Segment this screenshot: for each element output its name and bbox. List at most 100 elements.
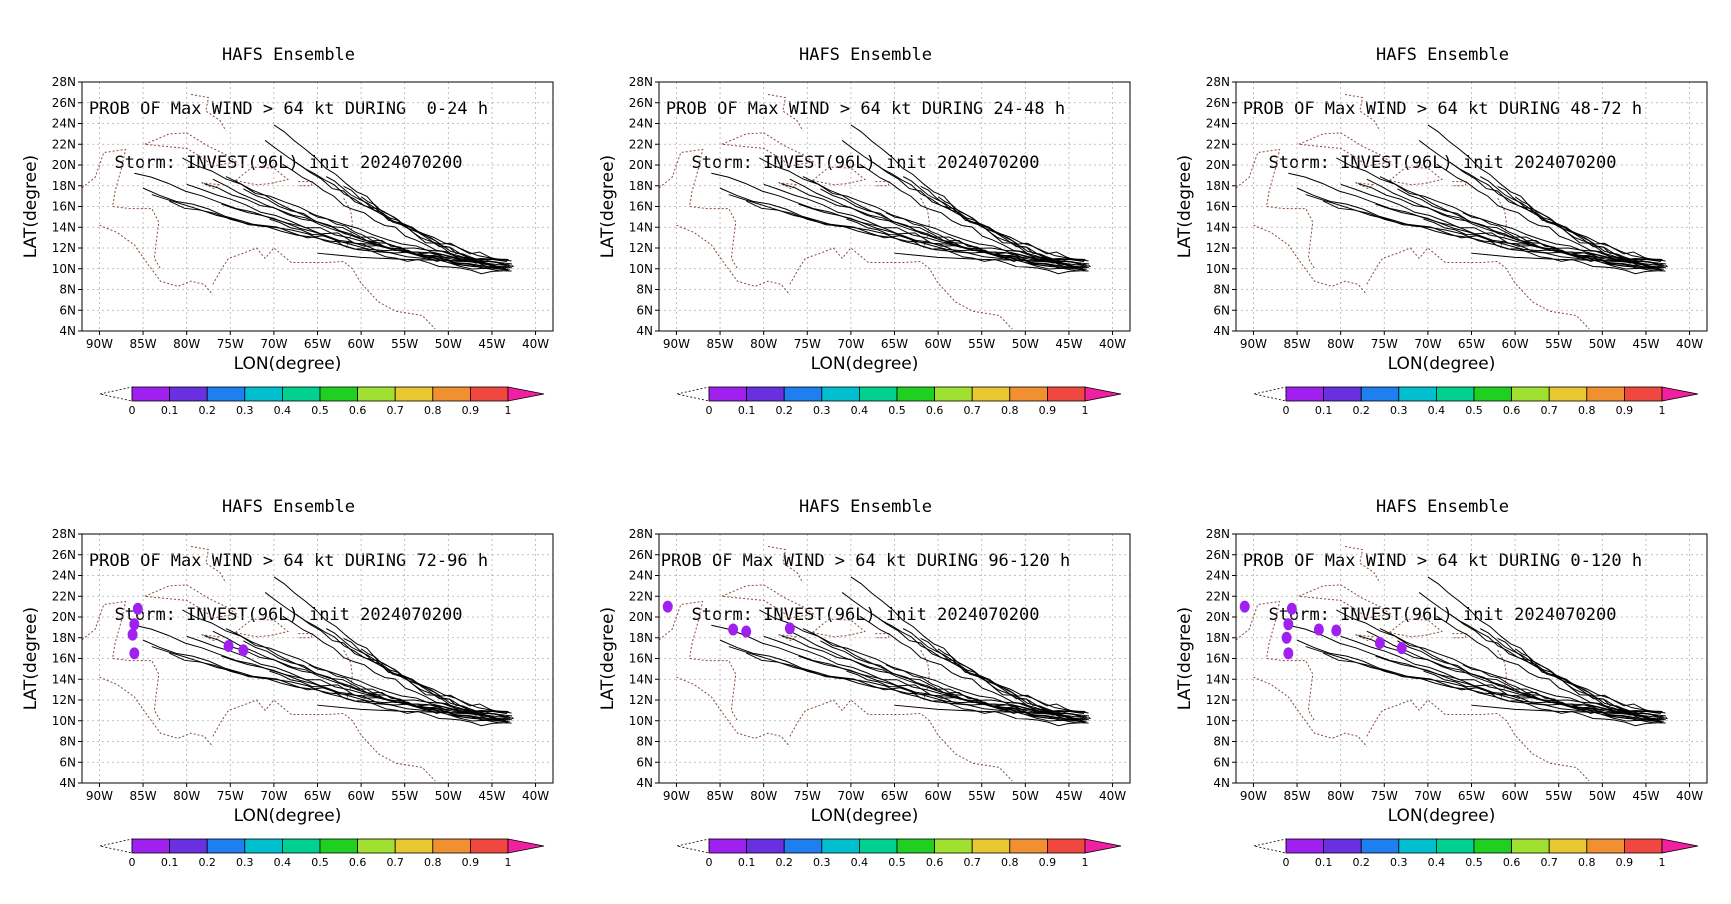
x-tick-label: 85W	[706, 337, 733, 351]
track-line	[317, 252, 514, 268]
colorbar-swatch	[432, 838, 471, 854]
coastline	[144, 132, 238, 167]
x-axis-label: LON(degree)	[234, 806, 342, 826]
colorbar-tick-label: 0	[706, 856, 713, 869]
colorbar-swatch	[281, 838, 321, 854]
colorbar-swatch	[1046, 386, 1086, 402]
x-tick-label: 70W	[1414, 337, 1441, 351]
chart-title: HAFS Ensemble	[1375, 497, 1510, 517]
track-line	[243, 640, 508, 723]
track-line	[343, 637, 512, 721]
colorbar-swatch	[1511, 838, 1550, 854]
colorbar-swatch	[746, 386, 785, 402]
colorbar: 0 0.1 0.2 0.3 0.4 0.5 0.6 0.7 0.8 0.9 1	[676, 838, 1122, 869]
colorbar-swatch	[896, 838, 935, 854]
track-line	[841, 140, 1089, 262]
map-plot: 90W 85W 80W 75W 70W 65W 60W 55W 50W 45W 40W 4N 6N 8N 1…	[598, 527, 1131, 869]
colorbar-swatch	[1360, 386, 1400, 402]
y-tick-label: 8N	[59, 735, 76, 749]
colorbar-over-arrow	[1084, 386, 1122, 402]
chart-panel-24-48h: HAFS Ensemble PROB OF Max WIND > 64 kt D…	[577, 0, 1154, 452]
track-line	[317, 704, 514, 720]
colorbar-swatch	[1623, 838, 1663, 854]
colorbar-swatch	[1398, 838, 1437, 854]
coastline	[190, 545, 227, 584]
x-tick-label: 60W	[925, 337, 952, 351]
x-tick-label: 90W	[663, 337, 690, 351]
track-line	[850, 124, 1079, 269]
y-tick-label: 6N	[59, 755, 76, 769]
colorbar-tick-label: 0.6	[1503, 404, 1521, 417]
colorbar-swatch	[1623, 386, 1663, 402]
colorbar-swatch	[1586, 386, 1625, 402]
coastline	[767, 545, 804, 584]
colorbar-swatch	[1548, 386, 1588, 402]
coastline	[201, 634, 221, 642]
y-tick-label: 22N	[629, 137, 653, 151]
colorbar-swatch	[858, 386, 898, 402]
coastlines	[1236, 93, 1590, 330]
y-tick-label: 22N	[629, 589, 653, 603]
coastline	[721, 584, 815, 619]
track-line	[1379, 628, 1666, 724]
x-axis-label: LON(degree)	[1388, 806, 1496, 826]
track-line	[225, 176, 512, 272]
coastline	[1236, 148, 1315, 270]
chart-storm-line: Storm: INVEST(96L) init 2024070200	[1268, 605, 1617, 625]
x-tick-label: 40W	[1099, 789, 1126, 803]
coastline	[1253, 224, 1368, 296]
probability-blob	[1374, 636, 1385, 649]
y-tick-label: 26N	[629, 96, 653, 110]
y-tick-label: 16N	[629, 652, 653, 666]
colorbar-tick-label: 1	[1659, 404, 1666, 417]
y-tick-label: 24N	[629, 569, 653, 583]
chart-subtitle: PROB OF Max WIND > 64 kt DURING 72-96 h	[88, 551, 489, 571]
x-tick-label: 75W	[1371, 337, 1398, 351]
colorbar-tick-label: 0.5	[888, 404, 906, 417]
coastline	[875, 181, 890, 187]
panel-title: HAFS Ensemble PROB OF Max WIND > 64 kt D…	[577, 462, 1154, 660]
colorbar-tick-label: 0	[129, 404, 136, 417]
colorbar-tick-label: 0.3	[813, 856, 831, 869]
y-tick-label: 24N	[629, 117, 653, 131]
probability-blob	[1286, 602, 1297, 615]
ensemble-tracks	[711, 576, 1091, 727]
y-tick-label: 12N	[1206, 241, 1230, 255]
track-line	[1375, 655, 1662, 712]
x-tick-label: 70W	[260, 789, 287, 803]
colorbar-swatch	[821, 838, 860, 854]
colorbar-swatch	[281, 386, 321, 402]
y-tick-label: 20N	[52, 610, 76, 624]
coastline	[778, 182, 798, 190]
colorbar-tick-label: 0.1	[161, 856, 179, 869]
track-line	[308, 664, 510, 722]
colorbar-tick-label: 0.5	[311, 404, 329, 417]
probability-blob	[223, 640, 234, 653]
y-tick-label: 28N	[1206, 75, 1230, 89]
chart-panel-72-96h: HAFS Ensemble PROB OF Max WIND > 64 kt D…	[0, 452, 577, 904]
colorbar-tick-label: 0.2	[775, 856, 793, 869]
x-tick-label: 40W	[522, 789, 549, 803]
colorbar-tick-label: 0.3	[813, 404, 831, 417]
probability-blob	[1239, 600, 1250, 613]
colorbar-tick-label: 0.2	[198, 856, 216, 869]
chart-title: HAFS Ensemble	[221, 497, 356, 517]
y-tick-label: 4N	[59, 776, 76, 790]
colorbar-tick-label: 1	[505, 404, 512, 417]
x-tick-label: 50W	[1589, 337, 1616, 351]
coastline	[201, 182, 221, 190]
chart-panel-0-24h: HAFS Ensemble PROB OF Max WIND > 64 kt D…	[0, 0, 577, 452]
map-plot: 90W 85W 80W 75W 70W 65W 60W 55W 50W 45W 40W 4N 6N 8N 1…	[21, 75, 554, 417]
x-tick-label: 85W	[129, 337, 156, 351]
track-line	[1379, 176, 1666, 272]
coastline	[1253, 676, 1368, 748]
x-axis-label: LON(degree)	[811, 354, 919, 374]
colorbar-swatch	[1548, 838, 1588, 854]
y-tick-label: 4N	[636, 324, 653, 338]
colorbar-swatch	[1398, 386, 1437, 402]
coastlines	[82, 545, 436, 782]
y-tick-label: 12N	[1206, 693, 1230, 707]
colorbar-tick-label: 0.8	[1578, 856, 1596, 869]
x-tick-label: 50W	[1589, 789, 1616, 803]
track-line	[221, 655, 508, 712]
